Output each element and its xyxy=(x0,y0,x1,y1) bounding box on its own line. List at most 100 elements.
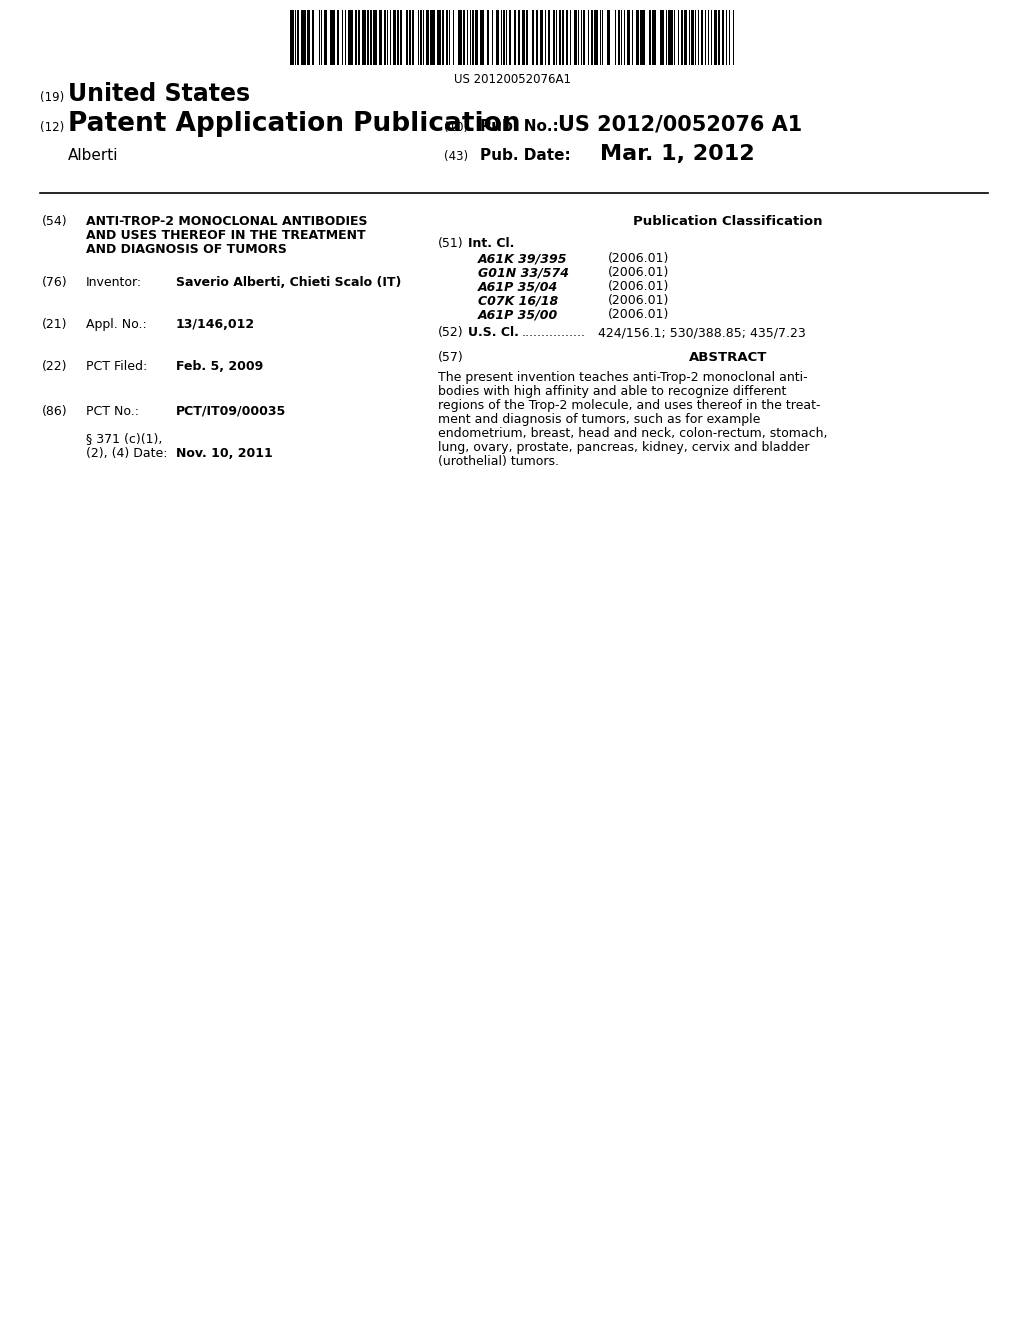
Text: Pub. No.:: Pub. No.: xyxy=(480,119,559,135)
Bar xyxy=(318,11,319,65)
Bar xyxy=(553,11,555,65)
Bar xyxy=(674,11,675,65)
Bar xyxy=(591,11,593,65)
Bar xyxy=(695,11,696,65)
Text: (2), (4) Date:: (2), (4) Date: xyxy=(86,447,168,459)
Bar xyxy=(480,11,483,65)
Bar xyxy=(358,11,359,65)
Text: United States: United States xyxy=(68,82,250,106)
Bar xyxy=(374,11,377,65)
Bar xyxy=(691,11,694,65)
Bar xyxy=(472,11,474,65)
Text: (2006.01): (2006.01) xyxy=(608,294,670,308)
Bar xyxy=(509,11,511,65)
Bar xyxy=(396,11,398,65)
Bar xyxy=(420,11,422,65)
Text: (86): (86) xyxy=(42,405,68,418)
Bar xyxy=(649,11,651,65)
Bar xyxy=(659,11,665,65)
Bar xyxy=(389,11,391,65)
Text: (52): (52) xyxy=(438,326,464,339)
Bar xyxy=(594,11,598,65)
Bar xyxy=(501,11,502,65)
Text: lung, ovary, prostate, pancreas, kidney, cervix and bladder: lung, ovary, prostate, pancreas, kidney,… xyxy=(438,441,810,454)
Text: A61P 35/00: A61P 35/00 xyxy=(478,308,558,321)
Bar xyxy=(559,11,560,65)
Bar xyxy=(446,11,447,65)
Text: bodies with high affinity and able to recognize different: bodies with high affinity and able to re… xyxy=(438,385,786,399)
Text: (10): (10) xyxy=(444,121,468,135)
Bar xyxy=(409,11,411,65)
Bar xyxy=(518,11,520,65)
Text: (21): (21) xyxy=(42,318,68,331)
Bar xyxy=(532,11,535,65)
Bar xyxy=(566,11,568,65)
Bar xyxy=(399,11,402,65)
Bar xyxy=(684,11,687,65)
Bar xyxy=(588,11,590,65)
Text: U.S. Cl.: U.S. Cl. xyxy=(468,326,519,339)
Bar xyxy=(600,11,601,65)
Bar xyxy=(442,11,443,65)
Bar xyxy=(430,11,435,65)
Bar xyxy=(437,11,440,65)
Bar xyxy=(487,11,488,65)
Bar xyxy=(632,11,633,65)
Text: (76): (76) xyxy=(42,276,68,289)
Text: endometrium, breast, head and neck, colon-rectum, stomach,: endometrium, breast, head and neck, colo… xyxy=(438,426,827,440)
Bar xyxy=(470,11,471,65)
Bar xyxy=(701,11,703,65)
Bar xyxy=(290,11,294,65)
Bar xyxy=(503,11,505,65)
Bar xyxy=(705,11,706,65)
Text: Pub. Date:: Pub. Date: xyxy=(480,148,570,162)
Bar xyxy=(348,11,353,65)
Text: ment and diagnosis of tumors, such as for example: ment and diagnosis of tumors, such as fo… xyxy=(438,413,761,426)
Bar xyxy=(545,11,546,65)
Bar xyxy=(714,11,717,65)
Bar xyxy=(622,11,623,65)
Bar xyxy=(423,11,424,65)
Bar xyxy=(330,11,335,65)
Bar xyxy=(536,11,538,65)
Bar xyxy=(295,11,296,65)
Bar xyxy=(362,11,366,65)
Text: (54): (54) xyxy=(42,215,68,228)
Bar xyxy=(624,11,626,65)
Bar xyxy=(711,11,713,65)
Text: (57): (57) xyxy=(438,351,464,364)
Bar xyxy=(380,11,382,65)
Text: (2006.01): (2006.01) xyxy=(608,252,670,265)
Text: A61K 39/395: A61K 39/395 xyxy=(478,252,567,265)
Bar xyxy=(475,11,478,65)
Text: ANTI-TROP-2 MONOCLONAL ANTIBODIES: ANTI-TROP-2 MONOCLONAL ANTIBODIES xyxy=(86,215,368,228)
Bar xyxy=(666,11,667,65)
Text: AND DIAGNOSIS OF TUMORS: AND DIAGNOSIS OF TUMORS xyxy=(86,243,287,256)
Bar xyxy=(325,11,327,65)
Bar xyxy=(602,11,603,65)
Bar xyxy=(581,11,583,65)
Text: Publication Classification: Publication Classification xyxy=(633,215,822,228)
Bar xyxy=(584,11,585,65)
Bar xyxy=(301,11,305,65)
Text: Mar. 1, 2012: Mar. 1, 2012 xyxy=(600,144,755,164)
Bar xyxy=(607,11,610,65)
Text: (2006.01): (2006.01) xyxy=(608,267,670,279)
Text: AND USES THEREOF IN THE TREATMENT: AND USES THEREOF IN THE TREATMENT xyxy=(86,228,366,242)
Text: PCT No.:: PCT No.: xyxy=(86,405,139,418)
Text: Int. Cl.: Int. Cl. xyxy=(468,238,514,249)
Text: PCT Filed:: PCT Filed: xyxy=(86,360,147,374)
Bar xyxy=(526,11,527,65)
Bar xyxy=(311,11,314,65)
Text: (51): (51) xyxy=(438,238,464,249)
Text: Feb. 5, 2009: Feb. 5, 2009 xyxy=(176,360,263,374)
Bar xyxy=(322,11,323,65)
Text: PCT/IT09/00035: PCT/IT09/00035 xyxy=(176,405,287,418)
Bar xyxy=(718,11,720,65)
Text: ................: ................ xyxy=(522,326,586,339)
Bar xyxy=(521,11,525,65)
Bar xyxy=(354,11,357,65)
Text: § 371 (c)(1),: § 371 (c)(1), xyxy=(86,432,163,445)
Bar xyxy=(556,11,557,65)
Bar xyxy=(387,11,388,65)
